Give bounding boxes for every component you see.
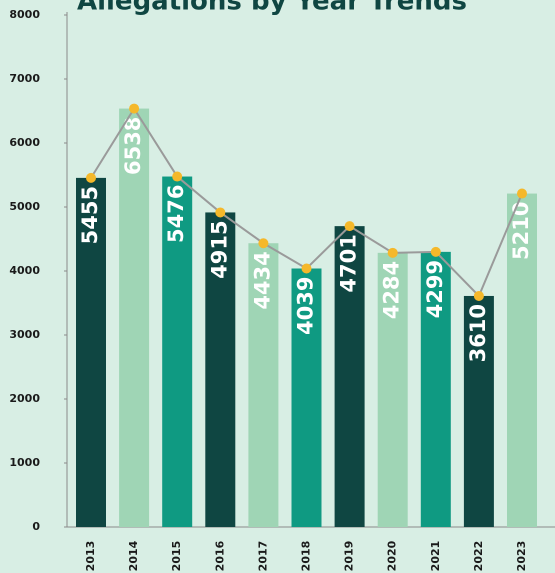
trend-marker [215,207,226,218]
bar [119,108,150,528]
bar [507,193,537,527]
bar [377,252,408,527]
x-tick-label: 2023 [515,541,528,572]
x-tick-label: 2019 [343,541,356,572]
trend-marker [430,246,441,257]
bar [291,268,322,527]
x-tick-label: 2013 [84,541,97,572]
trend-marker [301,263,312,274]
data-label: 5210 [509,202,533,260]
bar [162,176,193,527]
x-tick-label: 2021 [429,541,442,572]
trend-marker [258,238,269,249]
data-label: 4039 [294,277,318,335]
chart-title: Allegations by Year Trends [77,0,467,17]
trend-marker [517,188,527,199]
trend-marker [172,171,183,182]
data-label: 4299 [423,260,447,318]
data-label: 5455 [78,186,102,244]
data-label: 4284 [380,261,404,319]
data-label: 5476 [164,185,188,243]
x-tick-label: 2022 [472,541,485,572]
x-tick-label: 2018 [300,541,313,572]
x-tick-label: 2016 [213,540,226,571]
y-tick-label: 3000 [9,328,40,341]
trend-marker [473,290,484,301]
bar [420,251,451,527]
data-label: 6538 [121,117,145,175]
y-tick-label: 7000 [9,72,40,85]
y-tick-label: 8000 [9,8,40,21]
bar [205,212,236,527]
data-label: 3610 [466,304,490,362]
data-label: 4434 [250,251,274,309]
y-tick-label: 0 [32,520,40,533]
data-label: 4915 [207,220,231,278]
y-tick-label: 2000 [9,392,40,405]
trend-marker [344,221,355,232]
trend-marker [86,172,96,183]
trend-marker [387,247,398,258]
bar [463,295,494,527]
y-tick-label: 4000 [9,264,40,277]
x-tick-label: 2017 [256,541,269,572]
y-tick-label: 5000 [9,200,40,213]
y-tick-label: 1000 [9,456,40,469]
bar [76,177,106,527]
x-tick-label: 2014 [127,540,140,571]
x-tick-label: 2020 [386,540,399,571]
data-label: 4701 [337,234,361,292]
trend-marker [129,103,140,114]
bar [334,226,365,528]
x-tick-label: 2015 [170,541,183,572]
bar [248,243,279,527]
y-tick-label: 6000 [9,136,40,149]
